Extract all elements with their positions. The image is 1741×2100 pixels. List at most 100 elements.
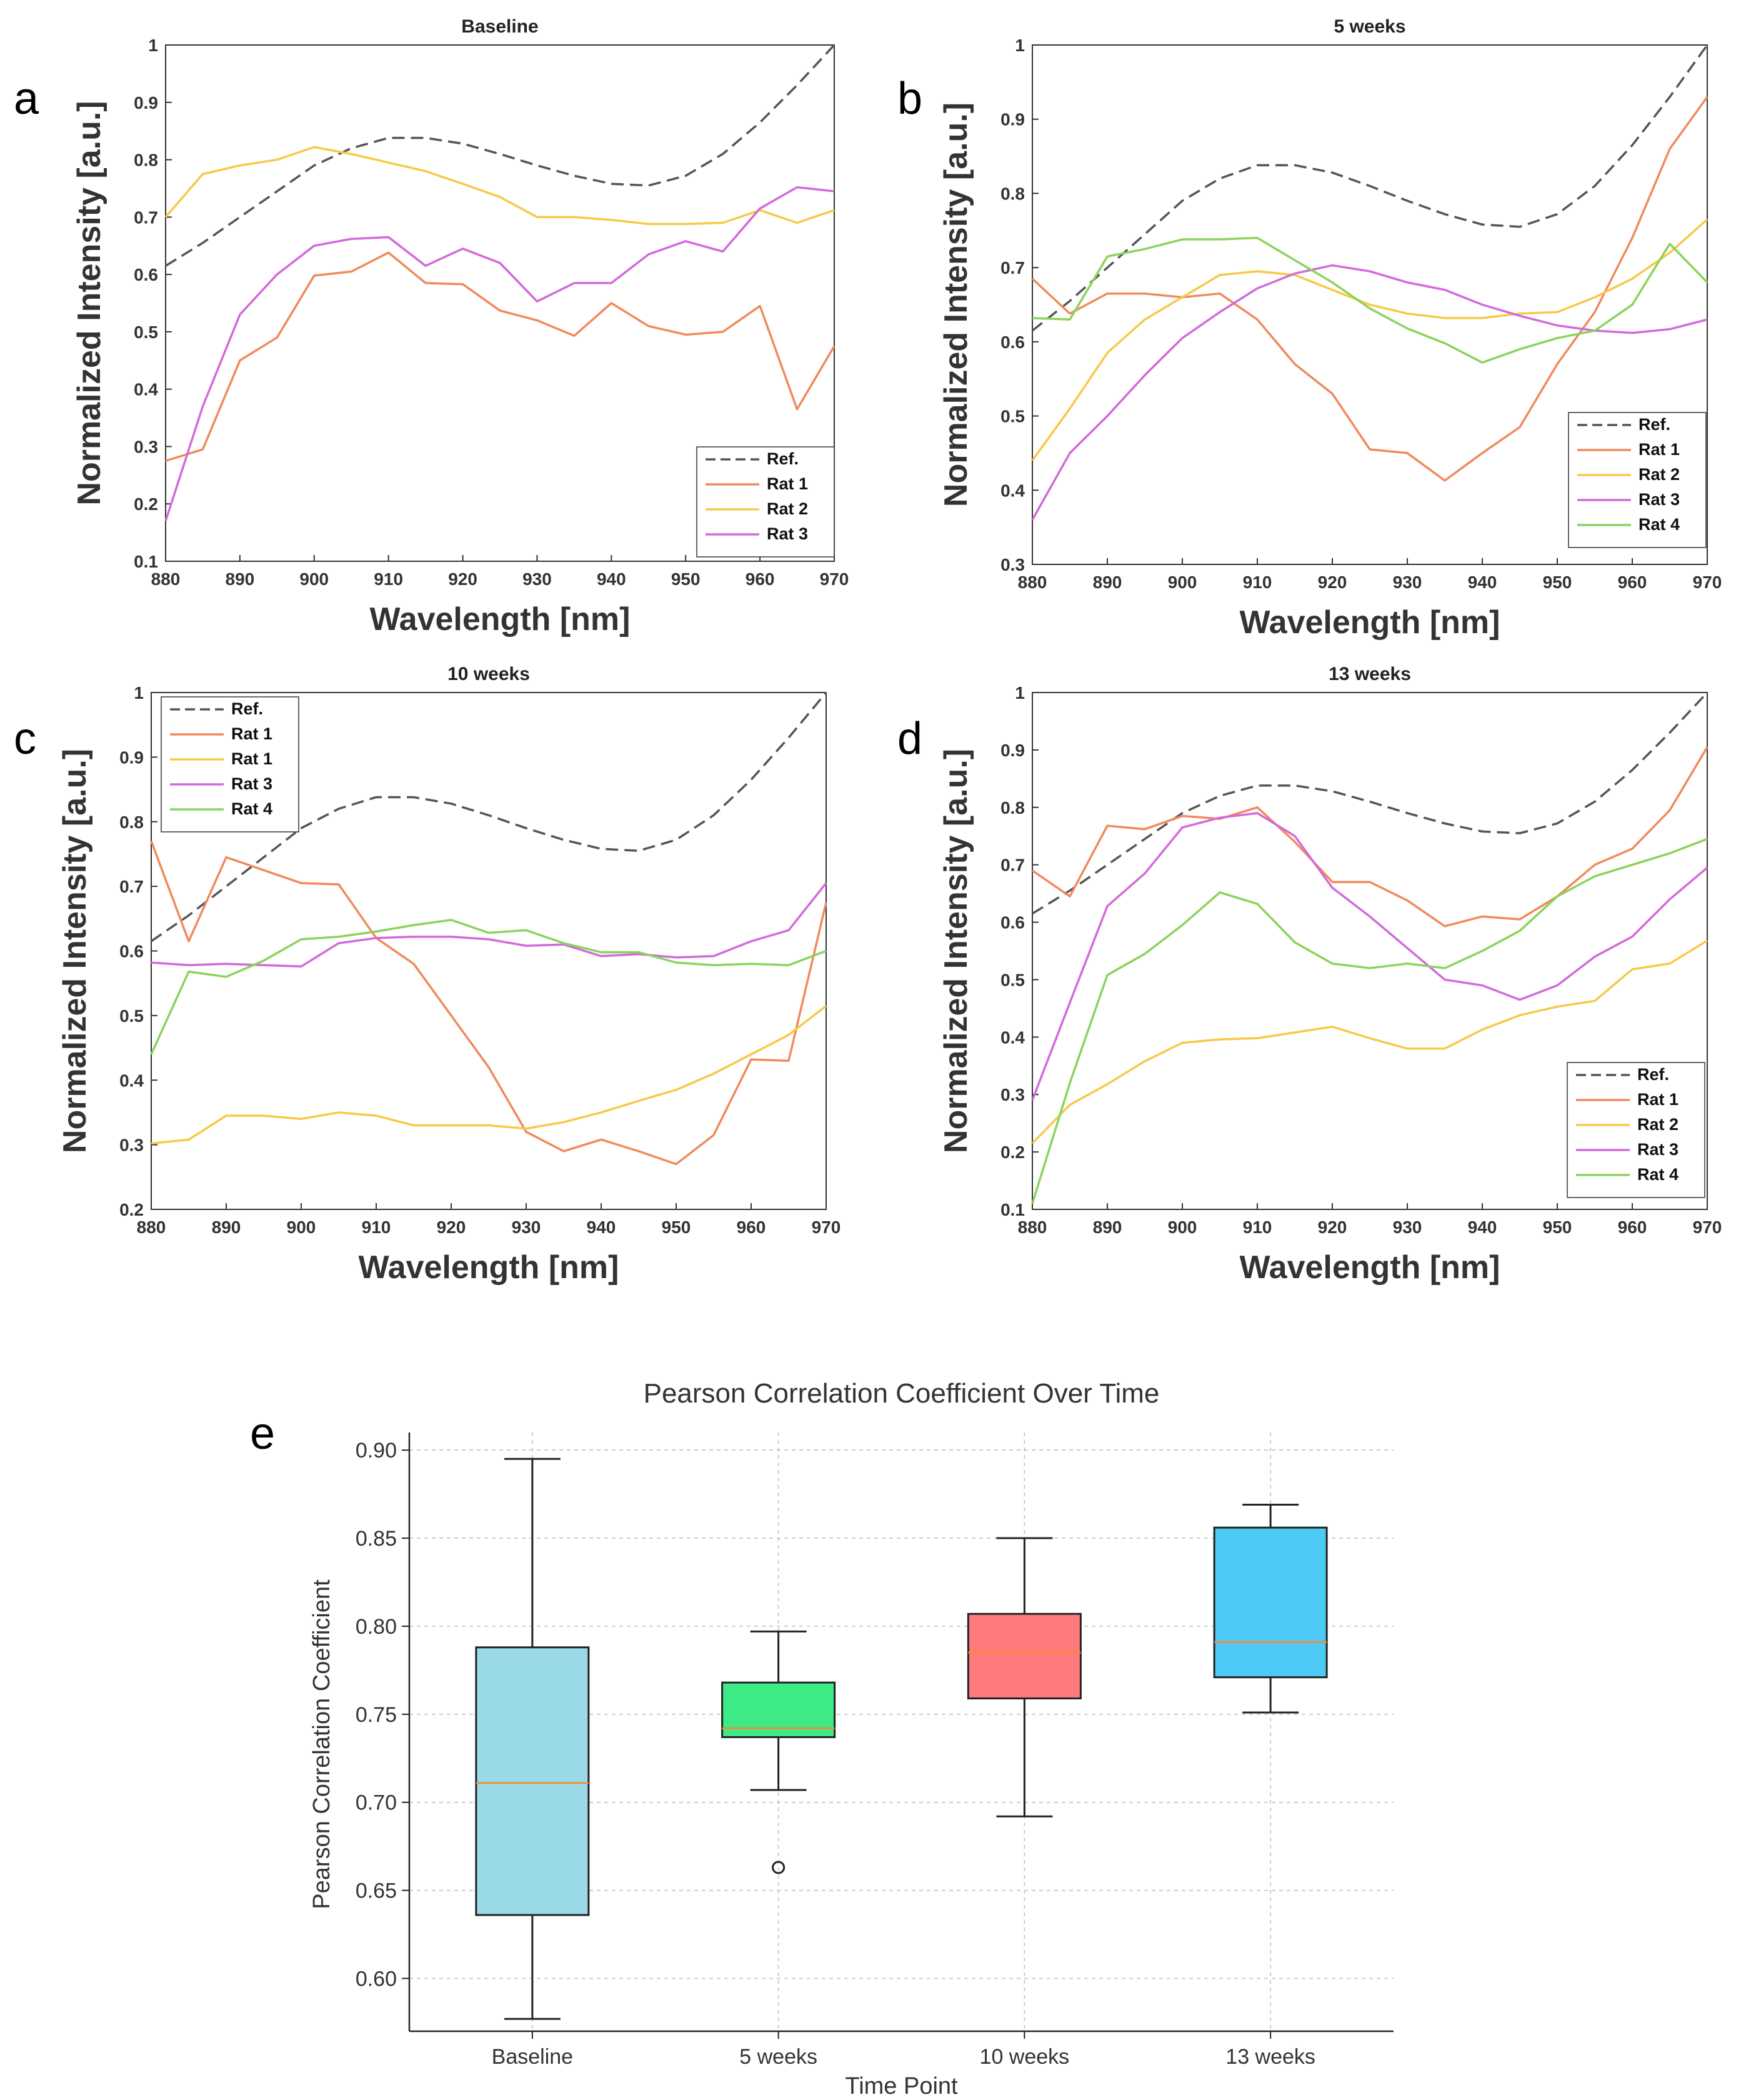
legend-label: Rat 1 bbox=[1639, 440, 1680, 459]
x-tick-label: 950 bbox=[1543, 572, 1572, 592]
y-tick-label: 0.7 bbox=[1000, 258, 1025, 278]
y-tick-label: 1 bbox=[1015, 36, 1025, 55]
y-tick-label: 0.3 bbox=[1000, 1085, 1025, 1104]
legend-label: Ref. bbox=[767, 449, 799, 468]
y-tick-label: 0.8 bbox=[134, 151, 158, 170]
y-tick-label: 0.2 bbox=[134, 494, 158, 514]
y-axis-label: Normalized Intensity [a.u.] bbox=[938, 102, 974, 507]
series-line-0 bbox=[1032, 691, 1709, 915]
legend: Ref. Rat 1 Rat 2 Rat 3 Rat 4 bbox=[1567, 1062, 1705, 1198]
y-axis-label: Normalized Intensity [a.u.] bbox=[938, 749, 974, 1153]
series-line-0 bbox=[151, 691, 827, 942]
x-tick-label: 10 weeks bbox=[980, 2045, 1070, 2069]
chart-title: 10 weeks bbox=[447, 664, 530, 684]
x-tick-label: 910 bbox=[374, 569, 403, 589]
panel-letter-a: a bbox=[14, 74, 39, 124]
y-tick-label: 0.1 bbox=[134, 552, 158, 571]
y-tick-label: 1 bbox=[1015, 683, 1025, 702]
x-tick-label: 900 bbox=[299, 569, 329, 589]
panel-c-spectrum-chart: 880 890 900 910 920 930 940 950 960 970 0.2 0.3 0.4 0… bbox=[57, 664, 841, 1286]
y-tick-label: 0.9 bbox=[119, 748, 144, 767]
x-tick-label: 940 bbox=[587, 1218, 616, 1237]
legend-label: Rat 4 bbox=[1637, 1165, 1679, 1184]
x-tick-label: 890 bbox=[212, 1218, 241, 1237]
x-tick-label: 920 bbox=[448, 569, 477, 589]
y-tick-label: 0.3 bbox=[134, 437, 158, 456]
panel-letter-b: b bbox=[897, 74, 922, 124]
series-line-3 bbox=[164, 186, 835, 522]
box-iqr bbox=[1213, 1526, 1328, 1679]
series-line-1 bbox=[165, 251, 836, 462]
legend-box bbox=[161, 696, 299, 832]
panel-d-spectrum-chart: 880 890 900 910 920 930 940 950 960 970 0.1 0.2 0.3 0… bbox=[938, 664, 1722, 1286]
x-tick-label: 890 bbox=[226, 569, 255, 589]
series-line-4 bbox=[1031, 838, 1708, 1204]
y-tick-label: 0.4 bbox=[1000, 1028, 1025, 1047]
x-tick-label: 930 bbox=[522, 569, 552, 589]
x-tick-label: 970 bbox=[812, 1218, 841, 1237]
y-tick-label: 1 bbox=[134, 683, 144, 702]
legend-label: Rat 1 bbox=[231, 749, 272, 768]
series-line-1 bbox=[1031, 96, 1709, 482]
y-axis-label: Normalized Intensity [a.u.] bbox=[57, 749, 93, 1153]
y-tick-label: 0.6 bbox=[1000, 332, 1025, 352]
box-2 bbox=[967, 1537, 1082, 1818]
x-tick-label: 950 bbox=[1543, 1218, 1572, 1237]
x-tick-label: 910 bbox=[362, 1218, 391, 1237]
y-tick-label: 0.5 bbox=[134, 322, 158, 342]
x-tick-label: 970 bbox=[1693, 1218, 1722, 1237]
x-axis-label: Wavelength [nm] bbox=[370, 601, 631, 638]
x-tick-label: 880 bbox=[1018, 1218, 1047, 1237]
legend-label: Rat 3 bbox=[767, 524, 808, 543]
y-tick-label: 0.5 bbox=[119, 1006, 144, 1026]
y-tick-label: 0.2 bbox=[1000, 1142, 1025, 1162]
y-tick-label: 0.65 bbox=[356, 1879, 397, 1903]
x-axis-label: Wavelength [nm] bbox=[1240, 1249, 1500, 1286]
x-tick-label: 880 bbox=[1018, 572, 1047, 592]
series-line-4 bbox=[150, 919, 827, 1055]
legend: Ref. Rat 1 Rat 2 Rat 3 bbox=[696, 446, 835, 558]
x-tick-label: 900 bbox=[1168, 572, 1197, 592]
legend-box bbox=[1567, 1062, 1705, 1198]
series-line-2 bbox=[151, 1004, 827, 1145]
legend-label: Ref. bbox=[1639, 415, 1670, 434]
y-tick-label: 0.5 bbox=[1000, 407, 1025, 426]
x-tick-label: 970 bbox=[820, 569, 849, 589]
x-tick-label: 960 bbox=[1618, 1218, 1647, 1237]
y-tick-label: 0.7 bbox=[1000, 856, 1025, 875]
x-axis-label: Time Point bbox=[845, 2073, 958, 2099]
y-tick-label: 0.9 bbox=[134, 93, 158, 112]
y-tick-label: 0.7 bbox=[119, 877, 144, 896]
panel-letter-e: e bbox=[250, 1409, 275, 1459]
y-tick-label: 0.2 bbox=[119, 1200, 144, 1219]
legend-label: Rat 3 bbox=[231, 774, 272, 793]
y-tick-label: 0.80 bbox=[356, 1615, 397, 1639]
y-tick-label: 0.90 bbox=[356, 1439, 397, 1462]
legend-label: Rat 2 bbox=[1637, 1115, 1679, 1134]
legend-box bbox=[696, 446, 835, 558]
panel-letter-d: d bbox=[897, 714, 922, 764]
box-1 bbox=[721, 1630, 836, 1874]
y-tick-label: 1 bbox=[148, 36, 158, 55]
legend-label: Rat 2 bbox=[1639, 465, 1680, 484]
x-tick-label: 930 bbox=[512, 1218, 541, 1237]
x-tick-label: 890 bbox=[1093, 572, 1122, 592]
legend-label: Rat 1 bbox=[1637, 1090, 1679, 1109]
box-iqr bbox=[475, 1646, 590, 1916]
legend-label: Ref. bbox=[1637, 1065, 1669, 1084]
legend-box bbox=[1568, 412, 1707, 548]
x-axis-label: Wavelength [nm] bbox=[1240, 604, 1500, 641]
y-tick-label: 0.70 bbox=[356, 1791, 397, 1815]
box-iqr bbox=[967, 1612, 1082, 1699]
series-line-2 bbox=[164, 146, 835, 226]
series-line-1 bbox=[150, 841, 827, 1166]
y-tick-label: 0.9 bbox=[1000, 741, 1025, 760]
series-line-3 bbox=[151, 882, 827, 968]
y-tick-label: 0.8 bbox=[1000, 798, 1025, 818]
series-line-4 bbox=[1032, 236, 1709, 364]
x-axis-label: Wavelength [nm] bbox=[359, 1249, 619, 1286]
legend-label: Rat 3 bbox=[1639, 490, 1680, 509]
series-line-1 bbox=[1032, 746, 1709, 928]
x-tick-label: 930 bbox=[1393, 572, 1422, 592]
chart-title: 5 weeks bbox=[1334, 16, 1405, 37]
